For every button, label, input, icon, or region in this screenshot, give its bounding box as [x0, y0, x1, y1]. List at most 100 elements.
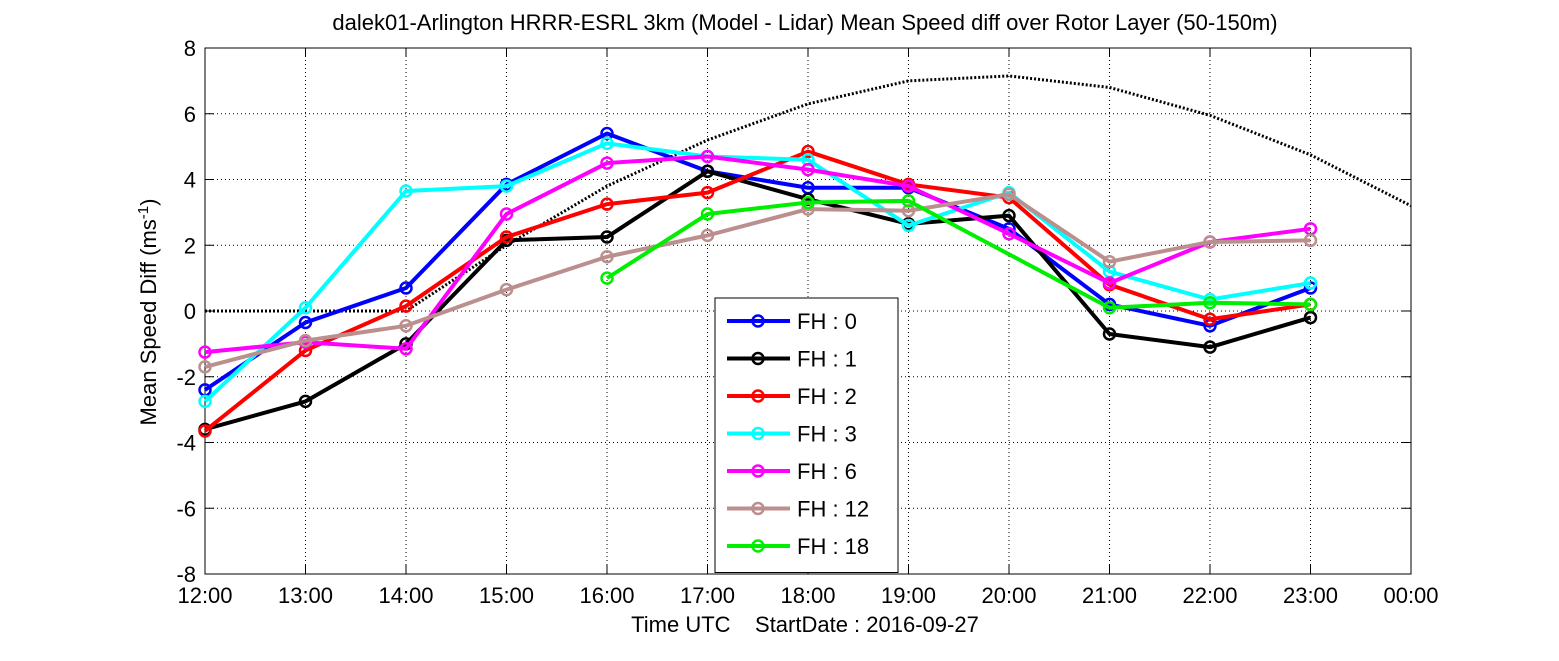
legend-swatch-marker	[751, 539, 765, 553]
data-point	[1303, 276, 1318, 290]
legend-item: FH : 12	[727, 497, 869, 522]
data-point	[499, 282, 514, 297]
data-point	[600, 250, 614, 264]
legend-swatch-marker	[751, 351, 765, 366]
legend-swatch-marker	[751, 464, 765, 478]
y-tick-label: 2	[184, 233, 196, 258]
legend-swatch-marker	[751, 314, 765, 328]
legend-label: FH : 12	[797, 497, 869, 522]
y-tick-label: 8	[184, 36, 196, 61]
data-point	[298, 300, 313, 315]
x-tick-label: 23:00	[1283, 583, 1338, 608]
y-tick-label: -6	[176, 496, 196, 521]
y-axis-label-main: Mean Speed Diff (ms	[136, 219, 161, 425]
y-tick-label: -4	[176, 431, 196, 456]
legend-label: FH : 1	[797, 347, 857, 372]
legend-item: FH : 6	[727, 459, 857, 484]
data-point	[600, 136, 614, 151]
series-2	[198, 144, 1318, 438]
series-6	[600, 194, 1318, 315]
y-tick-label: 4	[184, 168, 196, 193]
series-line	[204, 169, 1312, 432]
data-point	[700, 149, 715, 164]
x-tick-label: 20:00	[981, 583, 1036, 608]
data-point	[801, 162, 815, 177]
data-point	[499, 179, 514, 193]
data-point	[1303, 281, 1318, 295]
data-point	[198, 345, 212, 359]
data-point	[1102, 327, 1117, 341]
data-point	[399, 342, 413, 356]
legend-label: FH : 0	[797, 309, 857, 334]
data-point	[600, 156, 614, 170]
y-tick-label: 6	[184, 102, 196, 127]
series-line	[605, 198, 1311, 310]
data-point	[600, 271, 614, 285]
data-point	[801, 195, 815, 210]
data-point	[499, 207, 514, 221]
x-tick-label: 00:00	[1383, 583, 1438, 608]
data-point	[700, 207, 715, 221]
data-point	[399, 299, 413, 313]
data-point	[1002, 187, 1016, 202]
data-point	[1002, 208, 1016, 223]
y-tick-label: 0	[184, 299, 196, 324]
chart-title: dalek01-Arlington HRRR-ESRL 3km (Model -…	[332, 10, 1277, 35]
data-point	[198, 424, 212, 438]
data-point	[298, 315, 313, 330]
data-point	[1102, 300, 1117, 315]
data-point	[700, 228, 715, 243]
data-point	[298, 333, 313, 348]
x-tick-label: 12:00	[177, 583, 232, 608]
data-point	[499, 230, 514, 244]
data-point	[600, 230, 614, 244]
data-point	[901, 194, 916, 208]
data-point	[1002, 226, 1016, 241]
x-axis-label: Time UTC StartDate : 2016-09-27	[631, 612, 979, 637]
data-point	[198, 394, 212, 409]
data-point	[901, 218, 916, 233]
data-point	[1203, 340, 1217, 354]
legend-swatch-marker	[751, 426, 765, 441]
y-tick-label: -8	[176, 562, 196, 587]
data-point	[1203, 296, 1217, 310]
series-line	[204, 192, 1311, 369]
y-axis-label-close: )	[136, 199, 161, 206]
x-tick-label: 17:00	[680, 583, 735, 608]
x-tick-label: 22:00	[1182, 583, 1237, 608]
data-point	[801, 144, 815, 159]
legend-item: FH : 1	[727, 347, 857, 372]
legend-label: FH : 3	[797, 422, 857, 447]
data-point	[1102, 276, 1117, 290]
legend-label: FH : 18	[797, 534, 869, 559]
x-tick-label: 21:00	[1082, 583, 1137, 608]
x-tick-label: 15:00	[479, 583, 534, 608]
data-point	[700, 185, 715, 200]
data-point	[700, 164, 715, 179]
legend-label: FH : 6	[797, 459, 857, 484]
data-point	[1303, 297, 1318, 312]
legend-label: FH : 2	[797, 384, 857, 409]
data-point	[399, 319, 413, 333]
series-5	[198, 187, 1318, 374]
legend-item: FH : 3	[727, 422, 857, 447]
series-line	[203, 149, 1311, 433]
legend: FH : 0 FH : 1 FH : 2 FH : 3 FH : 6 FH : 12 FH …	[714, 297, 899, 573]
x-tick-label: 13:00	[278, 583, 333, 608]
x-tick-label: 18:00	[780, 583, 835, 608]
data-point	[399, 184, 413, 198]
legend-item: FH : 0	[727, 309, 857, 334]
data-point	[1102, 254, 1117, 269]
data-point	[399, 281, 413, 295]
legend-item: FH : 18	[727, 534, 869, 559]
data-point	[1303, 310, 1318, 325]
data-point	[198, 360, 212, 374]
series-line	[204, 154, 1311, 355]
x-tick-label: 19:00	[881, 583, 936, 608]
legend-swatch-marker	[751, 389, 765, 403]
data-point	[298, 394, 313, 409]
y-axis-label-superscript: -1	[135, 206, 152, 219]
data-point	[600, 197, 614, 211]
